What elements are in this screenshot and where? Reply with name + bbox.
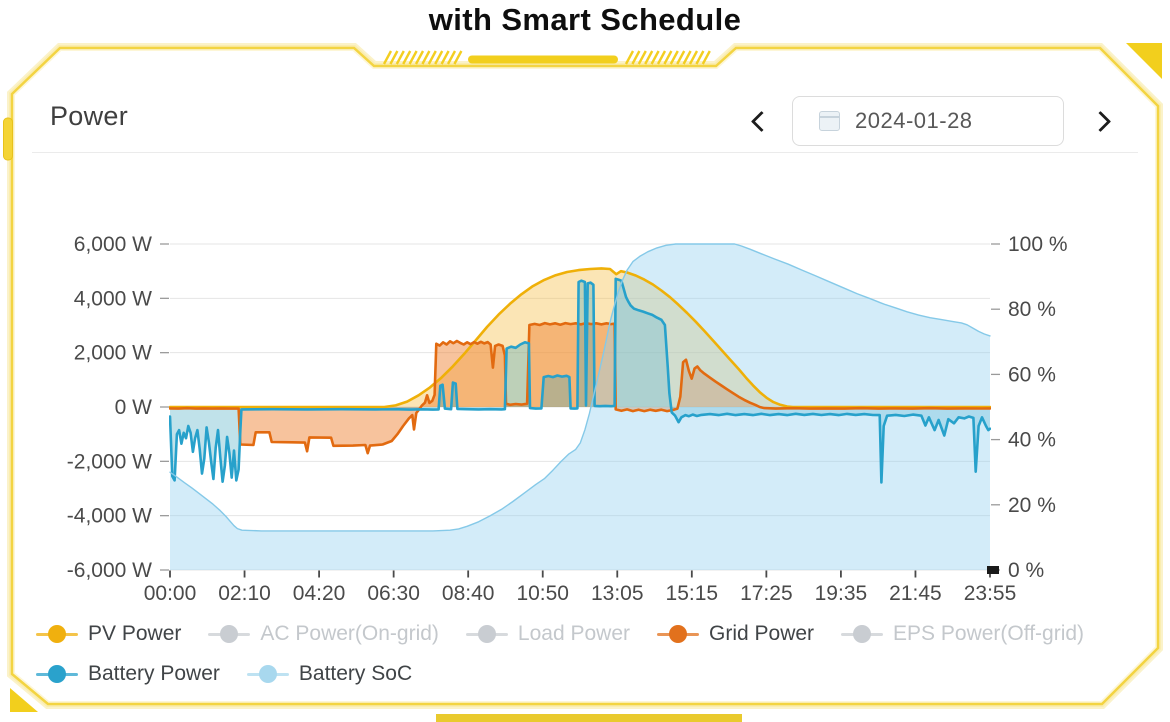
x-axis-label: 04:20 xyxy=(293,582,346,605)
date-picker[interactable]: 2024-01-28 xyxy=(792,96,1064,146)
legend-item-eps-power-off-grid[interactable]: EPS Power(Off-grid) xyxy=(841,622,1084,646)
axis-ticks xyxy=(160,243,1000,578)
y-left-label: 6,000 W xyxy=(74,233,152,256)
x-axis-label: 02:10 xyxy=(218,582,271,605)
frame-inner-glow xyxy=(9,45,1161,707)
x-axis-label: 08:40 xyxy=(442,582,495,605)
y-left-label: 0 W xyxy=(115,396,153,419)
legend-marker-eps-power-off-grid-icon xyxy=(841,625,884,643)
panel-heading: Power xyxy=(50,101,129,131)
x-axis-label: 21:45 xyxy=(889,582,942,605)
x-axis-label: 10:50 xyxy=(516,582,569,605)
legend-label: Load Power xyxy=(517,622,630,645)
series-area-grid-power xyxy=(170,323,990,454)
legend-row-2: Battery Power Battery SoC xyxy=(36,662,439,686)
series-strokes xyxy=(169,243,991,532)
legend-label: Battery Power xyxy=(88,662,220,685)
legend-item-load-power[interactable]: Load Power xyxy=(465,622,630,646)
series-fills xyxy=(170,244,990,570)
series-line-pv-power xyxy=(169,267,991,409)
legend-item-pv-power[interactable]: PV Power xyxy=(36,622,181,646)
y-left-label: -6,000 W xyxy=(67,559,152,582)
series-area-battery-power xyxy=(170,278,990,483)
legend-marker-battery-power-icon xyxy=(36,665,78,683)
y-right-label: 100 % xyxy=(1008,233,1068,256)
chevron-right-icon xyxy=(1089,110,1112,132)
corner-triangle-bottom-left-icon xyxy=(10,688,38,712)
y-right-zero-tick xyxy=(987,566,999,574)
x-axis-label: 17:25 xyxy=(740,582,793,605)
legend-marker-battery-soc-icon xyxy=(246,665,289,683)
x-axis-label: 23:55 xyxy=(964,582,1017,605)
legend-marker-pv-power-icon xyxy=(36,625,78,643)
panel-divider xyxy=(32,152,1138,153)
legend-item-grid-power[interactable]: Grid Power xyxy=(657,622,814,646)
page-title: with Smart Schedule xyxy=(428,2,742,37)
legend-row-1: PV Power AC Power(On-grid) Load Power Grid … xyxy=(36,622,1111,646)
series-line-grid-power xyxy=(169,321,991,455)
x-axis-label: 19:35 xyxy=(815,582,868,605)
banner-hatch-right-icon xyxy=(624,50,711,65)
series-line-battery-soc xyxy=(169,243,991,532)
calendar-icon xyxy=(819,111,840,131)
series-area-pv-power xyxy=(170,268,990,407)
y-left-label: -2,000 W xyxy=(67,450,152,473)
legend-item-ac-power-on-grid[interactable]: AC Power(On-grid) xyxy=(208,622,439,646)
legend-marker-ac-power-on-grid-icon xyxy=(208,625,251,643)
y-left-label: 4,000 W xyxy=(74,287,152,310)
x-axis-label: 13:05 xyxy=(591,582,644,605)
banner-center-bar xyxy=(468,55,618,64)
y-right-label: 40 % xyxy=(1008,429,1056,452)
corner-triangle-top-right-icon xyxy=(1126,43,1162,79)
y-right-label: 80 % xyxy=(1008,298,1056,321)
prev-date-button[interactable] xyxy=(742,104,776,138)
bottom-center-bar xyxy=(436,714,742,722)
y-right-label: 20 % xyxy=(1008,494,1056,517)
legend-label: EPS Power(Off-grid) xyxy=(893,622,1085,645)
x-axis-label: 06:30 xyxy=(367,582,420,605)
chevron-left-icon xyxy=(750,110,773,132)
banner-hatch-left-icon xyxy=(382,50,463,65)
y-left-label: -4,000 W xyxy=(67,505,152,528)
x-axis-label: 00:00 xyxy=(144,582,197,605)
legend-label: PV Power xyxy=(88,622,182,645)
legend-marker-grid-power-icon xyxy=(657,625,699,643)
y-right-label: 0 % xyxy=(1008,559,1044,582)
legend-label: AC Power(On-grid) xyxy=(260,622,439,645)
legend-item-battery-power[interactable]: Battery Power xyxy=(36,662,220,686)
date-value: 2024-01-28 xyxy=(855,108,973,133)
next-date-button[interactable] xyxy=(1086,104,1120,138)
left-edge-tab xyxy=(3,117,13,161)
x-axis-label: 15:15 xyxy=(666,582,719,605)
legend-item-battery-soc[interactable]: Battery SoC xyxy=(246,662,413,686)
series-line-battery-power xyxy=(169,277,991,484)
series-area-battery-soc xyxy=(170,244,990,570)
y-right-label: 60 % xyxy=(1008,363,1056,386)
y-left-label: 2,000 W xyxy=(74,342,152,365)
axis-labels: 00:00 02:10 04:20 06:30 08:40 10:50 13:05 15:15… xyxy=(67,233,1068,605)
legend-marker-load-power-icon xyxy=(465,625,508,643)
legend-label: Grid Power xyxy=(709,622,815,645)
legend-label: Battery SoC xyxy=(298,662,413,685)
